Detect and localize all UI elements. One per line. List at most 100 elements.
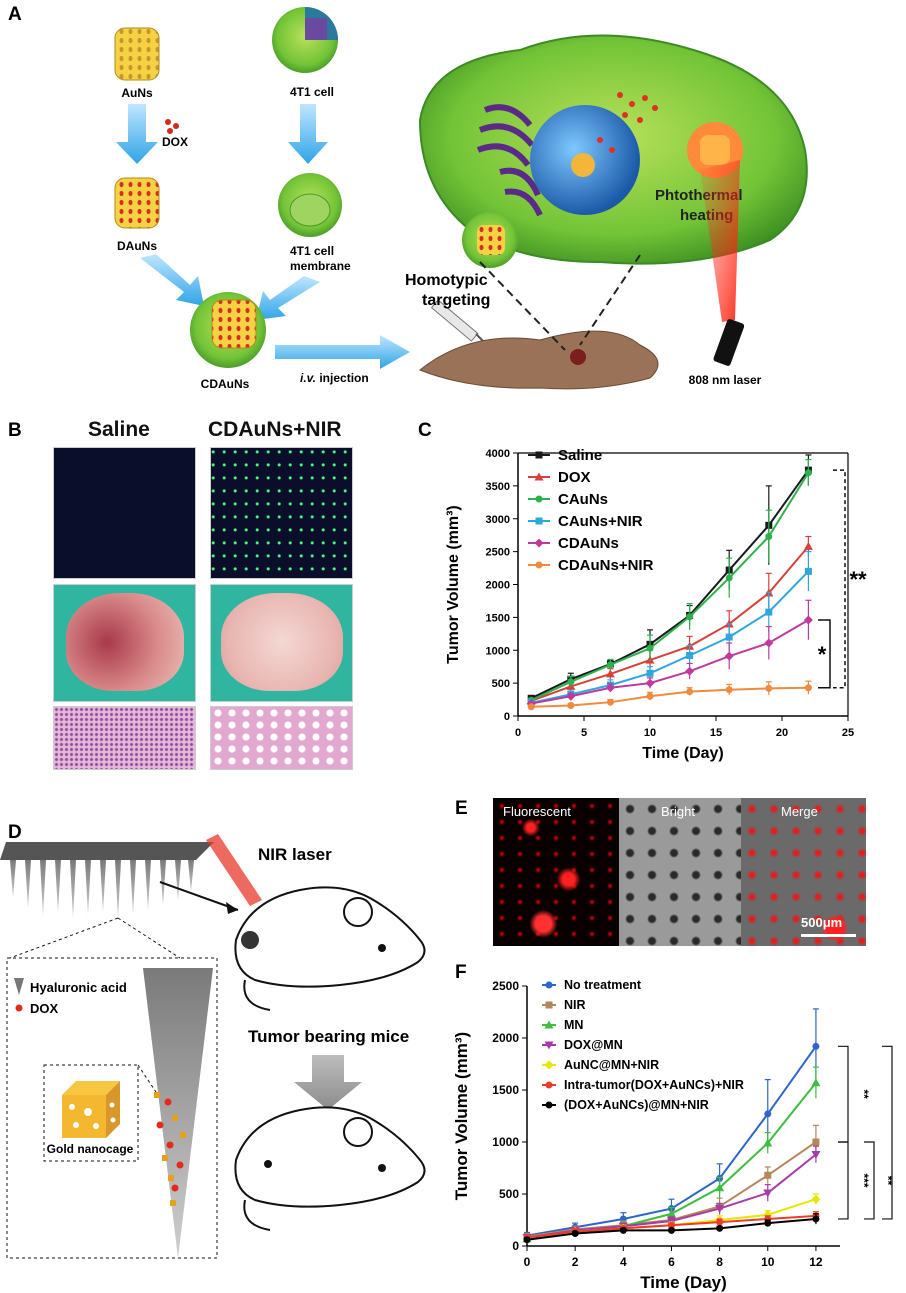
- data-point: [686, 688, 694, 696]
- x-tick-label: 2: [572, 1255, 579, 1269]
- legend-label: No treatment: [564, 978, 642, 992]
- auns-nanoparticle: [114, 27, 160, 81]
- y-tick-label: 2500: [492, 979, 519, 993]
- data-point: [646, 692, 654, 700]
- bracket-line: [838, 1141, 849, 1220]
- series-line: [531, 686, 809, 708]
- data-point: [803, 615, 813, 625]
- zoom-line: [137, 1064, 157, 1093]
- x-tick-label: 12: [809, 1255, 823, 1269]
- legend-marker: [535, 517, 543, 525]
- needle-nanocages: [154, 1092, 186, 1206]
- nir-laser-beam: [206, 834, 262, 906]
- dox-release-dots: [597, 92, 658, 153]
- legend-label: CAuNs: [558, 491, 608, 508]
- bright-field-image: Bright: [619, 798, 741, 946]
- cdauns-label: CDAuNs: [201, 377, 250, 391]
- nucleolus: [571, 153, 595, 177]
- mouse-eye-icon: [378, 944, 386, 952]
- scale-bar-label: 500μm: [801, 915, 843, 930]
- legend-label: MN: [564, 1018, 583, 1032]
- tile-label-bright: Bright: [661, 804, 695, 819]
- series-cauns: [527, 458, 812, 704]
- x-axis-title: Time (Day): [640, 1273, 727, 1292]
- series-mn: [522, 1066, 821, 1243]
- zoom-line: [479, 261, 566, 351]
- bracket-line: [818, 619, 831, 689]
- data-point: [811, 1078, 821, 1087]
- cdauns-core: [211, 299, 257, 349]
- legend-marker: [535, 451, 543, 459]
- significance-label: **: [881, 1176, 895, 1186]
- data-point: [812, 1215, 820, 1223]
- arrow-icon: [275, 335, 410, 369]
- data-point: [716, 1218, 724, 1226]
- tumor-site: [570, 349, 586, 365]
- y-tick-label: 2500: [486, 547, 510, 559]
- data-point: [685, 666, 695, 676]
- column-header-saline: Saline: [88, 418, 150, 441]
- y-tick-label: 3000: [486, 514, 510, 526]
- legend-marker: [545, 1101, 553, 1109]
- data-point: [804, 684, 812, 692]
- data-point: [764, 1171, 772, 1179]
- targeting-core: [477, 225, 505, 255]
- data-point: [803, 541, 813, 550]
- legend-marker: [545, 1081, 553, 1089]
- lung-tissue: [221, 593, 343, 691]
- mouse-ear-icon: [343, 1117, 373, 1147]
- data-point: [606, 661, 614, 669]
- histology-image-treated: [210, 706, 353, 770]
- arrow-head-icon: [226, 902, 238, 914]
- series-line: [530, 570, 810, 704]
- ha-legend-icon: [14, 978, 24, 995]
- membrane-label-l1: 4T1 cell: [290, 244, 334, 258]
- data-point: [765, 608, 773, 616]
- tile-label-merge: Merge: [781, 804, 818, 819]
- lung-tissue: [66, 593, 184, 691]
- y-tick-label: 0: [512, 1239, 519, 1253]
- data-point: [523, 1236, 531, 1244]
- data-point: [811, 1194, 821, 1204]
- large-microneedle: [143, 968, 213, 1258]
- significance-label: ***: [857, 1173, 871, 1187]
- gold-nanocage-icon: [62, 1081, 120, 1138]
- x-tick-label: 5: [581, 727, 587, 739]
- data-point: [646, 644, 654, 652]
- panel-label-d: D: [8, 822, 22, 843]
- heated-core: [700, 135, 730, 165]
- significance-bracket: *: [818, 619, 831, 689]
- y-tick-label: 1500: [492, 1083, 519, 1097]
- legend-marker: [535, 495, 543, 503]
- bracket-line: [864, 1141, 875, 1220]
- arrow-icon: [116, 104, 158, 164]
- y-tick-label: 500: [499, 1187, 519, 1201]
- data-point: [763, 1138, 773, 1147]
- x-tick-label: 10: [644, 727, 656, 739]
- y-tick-label: 3500: [486, 481, 510, 493]
- legend-label: DOX@MN: [564, 1038, 623, 1052]
- legend-marker: [545, 1001, 553, 1009]
- data-point: [763, 1210, 773, 1220]
- arrow-icon: [288, 104, 328, 164]
- y-tick-label: 1500: [486, 612, 510, 624]
- data-point: [812, 1138, 820, 1146]
- series--dox-auncs-mn-nir: [523, 1213, 820, 1244]
- data-point: [666, 1209, 676, 1218]
- legend-marker: [544, 1041, 554, 1050]
- legend-label: CAuNs+NIR: [558, 513, 643, 530]
- chart-f-tumor-volume: 0 2 4 6 8 10 12 0 500 1000 1500 2000 2500 Time (Day) T…: [452, 978, 900, 1292]
- data-point: [812, 1042, 820, 1050]
- dox-label-a: DOX: [162, 135, 188, 149]
- series-line: [530, 545, 810, 702]
- panel-a-schematic: AuNs DOX DAuNs 4T1 cell 4T1 cell membran…: [114, 7, 808, 391]
- iv-injection-label: i.v. injection: [300, 371, 369, 385]
- dauns-label: DAuNs: [117, 239, 157, 253]
- data-point: [567, 678, 575, 686]
- data-point: [763, 1189, 773, 1198]
- series-line: [531, 619, 809, 705]
- pointer-line: [159, 881, 239, 911]
- histology-image-saline: [53, 706, 196, 770]
- x-tick-label: 0: [524, 1255, 531, 1269]
- x-tick-label: 8: [716, 1255, 723, 1269]
